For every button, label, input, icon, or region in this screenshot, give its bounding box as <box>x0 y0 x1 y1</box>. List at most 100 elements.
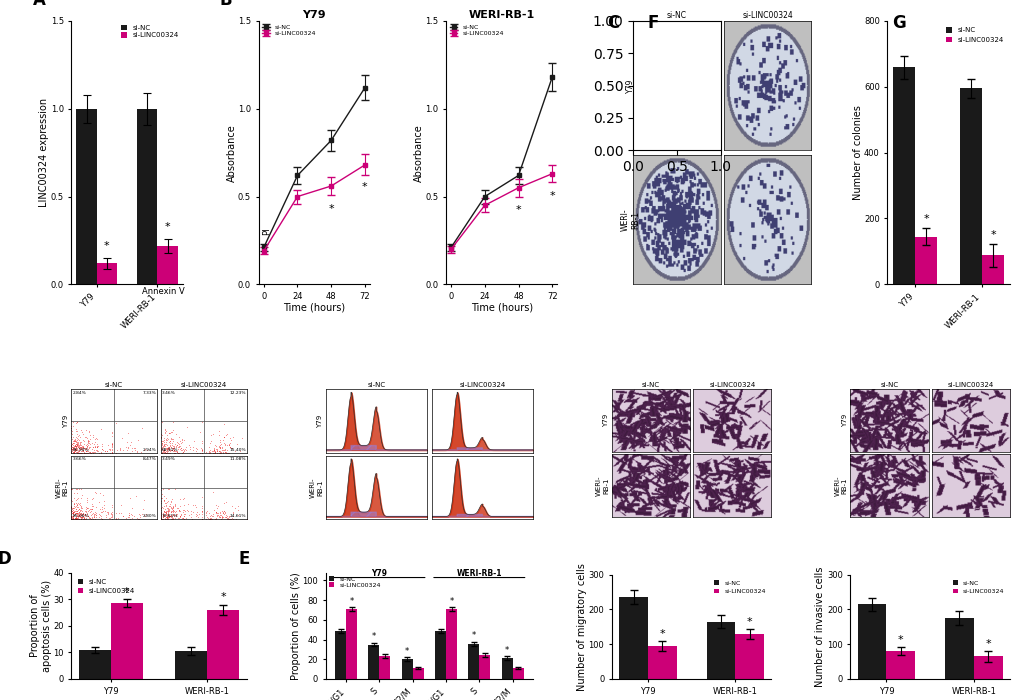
Point <box>208 512 224 524</box>
Point <box>108 417 124 428</box>
Point <box>67 440 84 452</box>
Point <box>66 438 83 449</box>
Point <box>161 444 177 456</box>
Point <box>63 511 79 522</box>
Point <box>158 512 174 523</box>
Point <box>157 500 173 511</box>
Point <box>155 509 171 520</box>
Point <box>154 514 170 525</box>
Point <box>160 500 176 511</box>
Point <box>161 447 177 458</box>
Point <box>200 512 216 524</box>
Point <box>68 500 85 512</box>
Point <box>220 513 236 524</box>
Point <box>72 511 89 522</box>
Point <box>185 441 202 452</box>
Point <box>63 428 79 439</box>
Point <box>156 506 172 517</box>
Point <box>104 447 120 458</box>
Point <box>153 512 169 523</box>
Point <box>69 426 86 437</box>
Point <box>72 437 89 448</box>
Point <box>174 434 191 445</box>
Point <box>177 441 194 452</box>
Y-axis label: Number of colonies: Number of colonies <box>852 105 862 200</box>
Point <box>71 503 88 514</box>
Point <box>63 423 79 434</box>
Point <box>64 508 81 519</box>
Point <box>203 435 219 446</box>
Point <box>218 444 234 456</box>
Point <box>164 501 180 512</box>
Point <box>63 508 79 519</box>
Point <box>63 501 79 512</box>
Point <box>104 438 120 449</box>
Point <box>167 498 183 510</box>
Point <box>71 442 88 453</box>
Point <box>216 497 232 508</box>
Y-axis label: WERI-
RB-1: WERI- RB-1 <box>56 477 68 498</box>
Point <box>211 440 227 452</box>
Point <box>168 502 184 513</box>
Point <box>164 443 180 454</box>
Point <box>223 514 239 525</box>
Point <box>65 506 82 517</box>
Point <box>78 508 95 519</box>
Point <box>214 444 230 456</box>
Point <box>208 506 224 517</box>
Point <box>171 510 187 522</box>
Point <box>79 438 96 449</box>
Point <box>84 446 100 457</box>
Point <box>104 438 120 449</box>
Point <box>159 514 175 525</box>
Point <box>162 505 178 516</box>
Point <box>65 446 82 457</box>
Point <box>67 514 84 525</box>
Point <box>179 505 196 517</box>
Point <box>79 443 96 454</box>
Point <box>165 510 181 521</box>
Point <box>81 505 97 517</box>
Point <box>69 497 86 508</box>
Point <box>157 506 173 517</box>
Point <box>64 426 81 437</box>
Point <box>73 426 90 438</box>
Point <box>69 431 86 442</box>
Point <box>68 508 85 519</box>
Text: *: * <box>328 204 333 214</box>
Point <box>74 503 91 514</box>
Point <box>94 507 110 518</box>
Point <box>159 439 175 450</box>
Point <box>209 444 225 456</box>
Point <box>83 512 99 524</box>
Point <box>74 441 91 452</box>
Point <box>68 498 85 510</box>
Point <box>65 507 82 518</box>
Point <box>160 507 176 518</box>
Point <box>213 442 229 453</box>
Point <box>153 512 169 523</box>
Point <box>135 422 151 433</box>
Point <box>209 503 225 514</box>
Point <box>157 428 173 439</box>
Point <box>91 497 107 508</box>
Point <box>103 508 119 519</box>
Point <box>85 511 101 522</box>
Point <box>73 514 90 525</box>
Point <box>170 438 186 449</box>
Point <box>73 447 90 458</box>
Point <box>78 492 95 503</box>
Legend: si-NC, si-LINC00324: si-NC, si-LINC00324 <box>943 25 1006 46</box>
Point <box>99 445 115 456</box>
Point <box>67 445 84 456</box>
Point <box>63 502 79 513</box>
Point <box>220 512 236 524</box>
Point <box>87 508 103 519</box>
Point <box>98 510 114 521</box>
Title: si-LINC00324: si-LINC00324 <box>459 382 505 388</box>
Point <box>64 443 81 454</box>
Point <box>203 514 219 525</box>
Point <box>85 446 101 457</box>
Point <box>121 510 138 521</box>
Point <box>169 441 185 452</box>
